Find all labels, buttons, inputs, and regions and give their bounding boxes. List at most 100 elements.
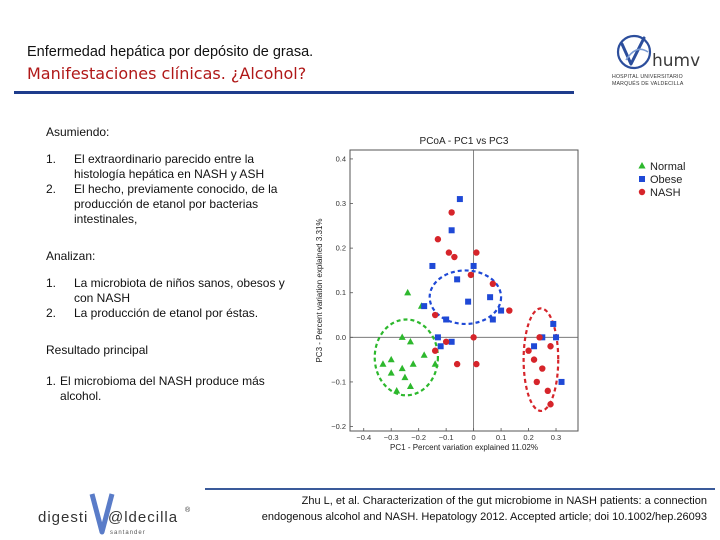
analyze-heading: Analizan: (46, 249, 96, 263)
logo-mark: ® (185, 506, 191, 514)
footer-divider (205, 488, 715, 490)
list-number: 1. (46, 276, 57, 290)
logo-sub-text: santander (110, 530, 146, 536)
citation: Zhu L, et al. Characterization of the gu… (212, 493, 707, 525)
digestivo-valdecilla-logo: digesti @ldecilla ® santander (38, 493, 191, 536)
data-point-obese (487, 294, 494, 301)
data-point-nash (525, 347, 532, 354)
data-point-nash (442, 338, 450, 345)
cluster-ellipse-normal (373, 318, 440, 397)
data-point-obese (456, 196, 463, 203)
data-point-nash (451, 253, 458, 261)
y-tick-label: 0.4 (336, 154, 346, 163)
list-item: 2. El hecho, previamente conocido, de la… (46, 182, 286, 227)
data-point-nash (445, 249, 453, 256)
list-text: El hecho, previamente conocido, de la pr… (74, 182, 278, 226)
data-point-nash (547, 343, 554, 350)
humv-logo-text: humv (652, 51, 701, 71)
y-tick-label: −0.2 (331, 422, 346, 431)
y-tick-label: 0.1 (336, 288, 346, 297)
data-point-obese (558, 378, 565, 385)
data-point-obese (498, 307, 505, 314)
data-point-normal (379, 360, 387, 367)
data-point-nash (530, 356, 538, 363)
y-axis-label: PC3 - Percent variation explained 3.31% (315, 218, 324, 362)
list-number: 1. (46, 152, 57, 166)
data-point-obese (531, 343, 538, 350)
x-tick-label: −0.3 (384, 433, 399, 442)
chart-title: PCoA - PC1 vs PC3 (420, 136, 509, 147)
list-number: 2. (46, 306, 57, 320)
data-point-nash (533, 378, 540, 386)
data-point-normal (387, 355, 395, 363)
y-tick-label: −0.1 (331, 377, 346, 386)
data-point-obese (454, 276, 461, 283)
data-point-normal (406, 382, 414, 389)
data-point-nash (431, 347, 439, 354)
data-point-normal (398, 333, 406, 340)
data-point-obese (434, 334, 441, 341)
data-point-nash (547, 401, 554, 408)
data-point-obese (553, 334, 560, 341)
x-tick-label: −0.4 (356, 433, 371, 442)
cluster-ellipse-nash (522, 307, 560, 413)
legend-label: Obese (650, 174, 682, 186)
x-tick-label: −0.1 (439, 433, 454, 442)
cluster-ellipse-obese (428, 269, 503, 326)
logo-text-right: @ldecilla (108, 509, 178, 526)
list-item: 2. La producción de etanol por éstas. (46, 306, 286, 321)
humv-logo-sub1: HOSPITAL UNIVERSITARIO (612, 74, 683, 80)
result-heading: Resultado principal (46, 343, 149, 357)
data-point-obese (448, 227, 455, 234)
x-tick-label: 0.3 (551, 433, 561, 442)
result-item: 1. El microbioma del NASH produce más al… (46, 374, 286, 404)
data-point-nash (544, 387, 551, 395)
data-point-normal (406, 337, 414, 345)
data-point-normal (404, 288, 412, 296)
data-point-nash (470, 334, 477, 341)
list-text: La microbiota de niños sanos, obesos y c… (74, 276, 285, 305)
plot-frame (349, 149, 579, 432)
data-point-nash (434, 236, 442, 243)
data-point-nash (536, 334, 543, 341)
data-point-nash (453, 360, 461, 368)
data-point-normal (393, 387, 401, 394)
data-point-nash (539, 365, 546, 372)
data-point-normal (431, 360, 439, 367)
body-text: Asumiendo: 1. El extraordinario parecido… (46, 125, 286, 404)
analyze-list: 1. La microbiota de niños sanos, obesos … (46, 276, 286, 321)
data-point-nash (473, 249, 480, 256)
data-point-nash (448, 209, 455, 216)
x-axis-label: PC1 - Percent variation explained 11.02% (390, 443, 538, 452)
data-point-normal (398, 364, 406, 372)
data-point-nash (473, 360, 480, 368)
legend-marker-nash (638, 188, 646, 196)
data-point-obese (470, 262, 477, 269)
y-tick-label: 0.2 (336, 244, 346, 253)
list-text: La producción de etanol por éstas. (74, 306, 259, 320)
list-item: 1. La microbiota de niños sanos, obesos … (46, 276, 286, 306)
data-point-obese (421, 303, 428, 310)
data-point-obese (429, 262, 436, 269)
list-number: 2. (46, 182, 57, 196)
data-point-nash (467, 271, 475, 279)
x-tick-label: −0.2 (411, 433, 426, 442)
y-tick-label: 0.0 (336, 333, 346, 342)
data-point-obese (550, 320, 557, 327)
list-item: 1. El extraordinario parecido entre la h… (46, 152, 286, 182)
legend-label: Normal (650, 161, 685, 173)
title-divider (14, 91, 574, 94)
data-point-nash (489, 280, 497, 288)
y-tick-label: 0.3 (336, 199, 346, 208)
data-point-obese (443, 316, 450, 323)
citation-line-1: Zhu L, et al. Characterization of the gu… (301, 495, 707, 507)
humv-emblem-icon (616, 34, 652, 70)
data-point-normal (401, 373, 409, 381)
data-point-normal (409, 360, 417, 367)
logo-text-left: digesti (38, 509, 88, 526)
x-tick-label: 0.2 (523, 433, 533, 442)
data-point-obese (465, 298, 472, 305)
data-point-obese (489, 316, 496, 323)
slide-subtitle: Manifestaciones clínicas. ¿Alcohol? (27, 64, 307, 83)
x-tick-label: 0 (472, 433, 476, 442)
